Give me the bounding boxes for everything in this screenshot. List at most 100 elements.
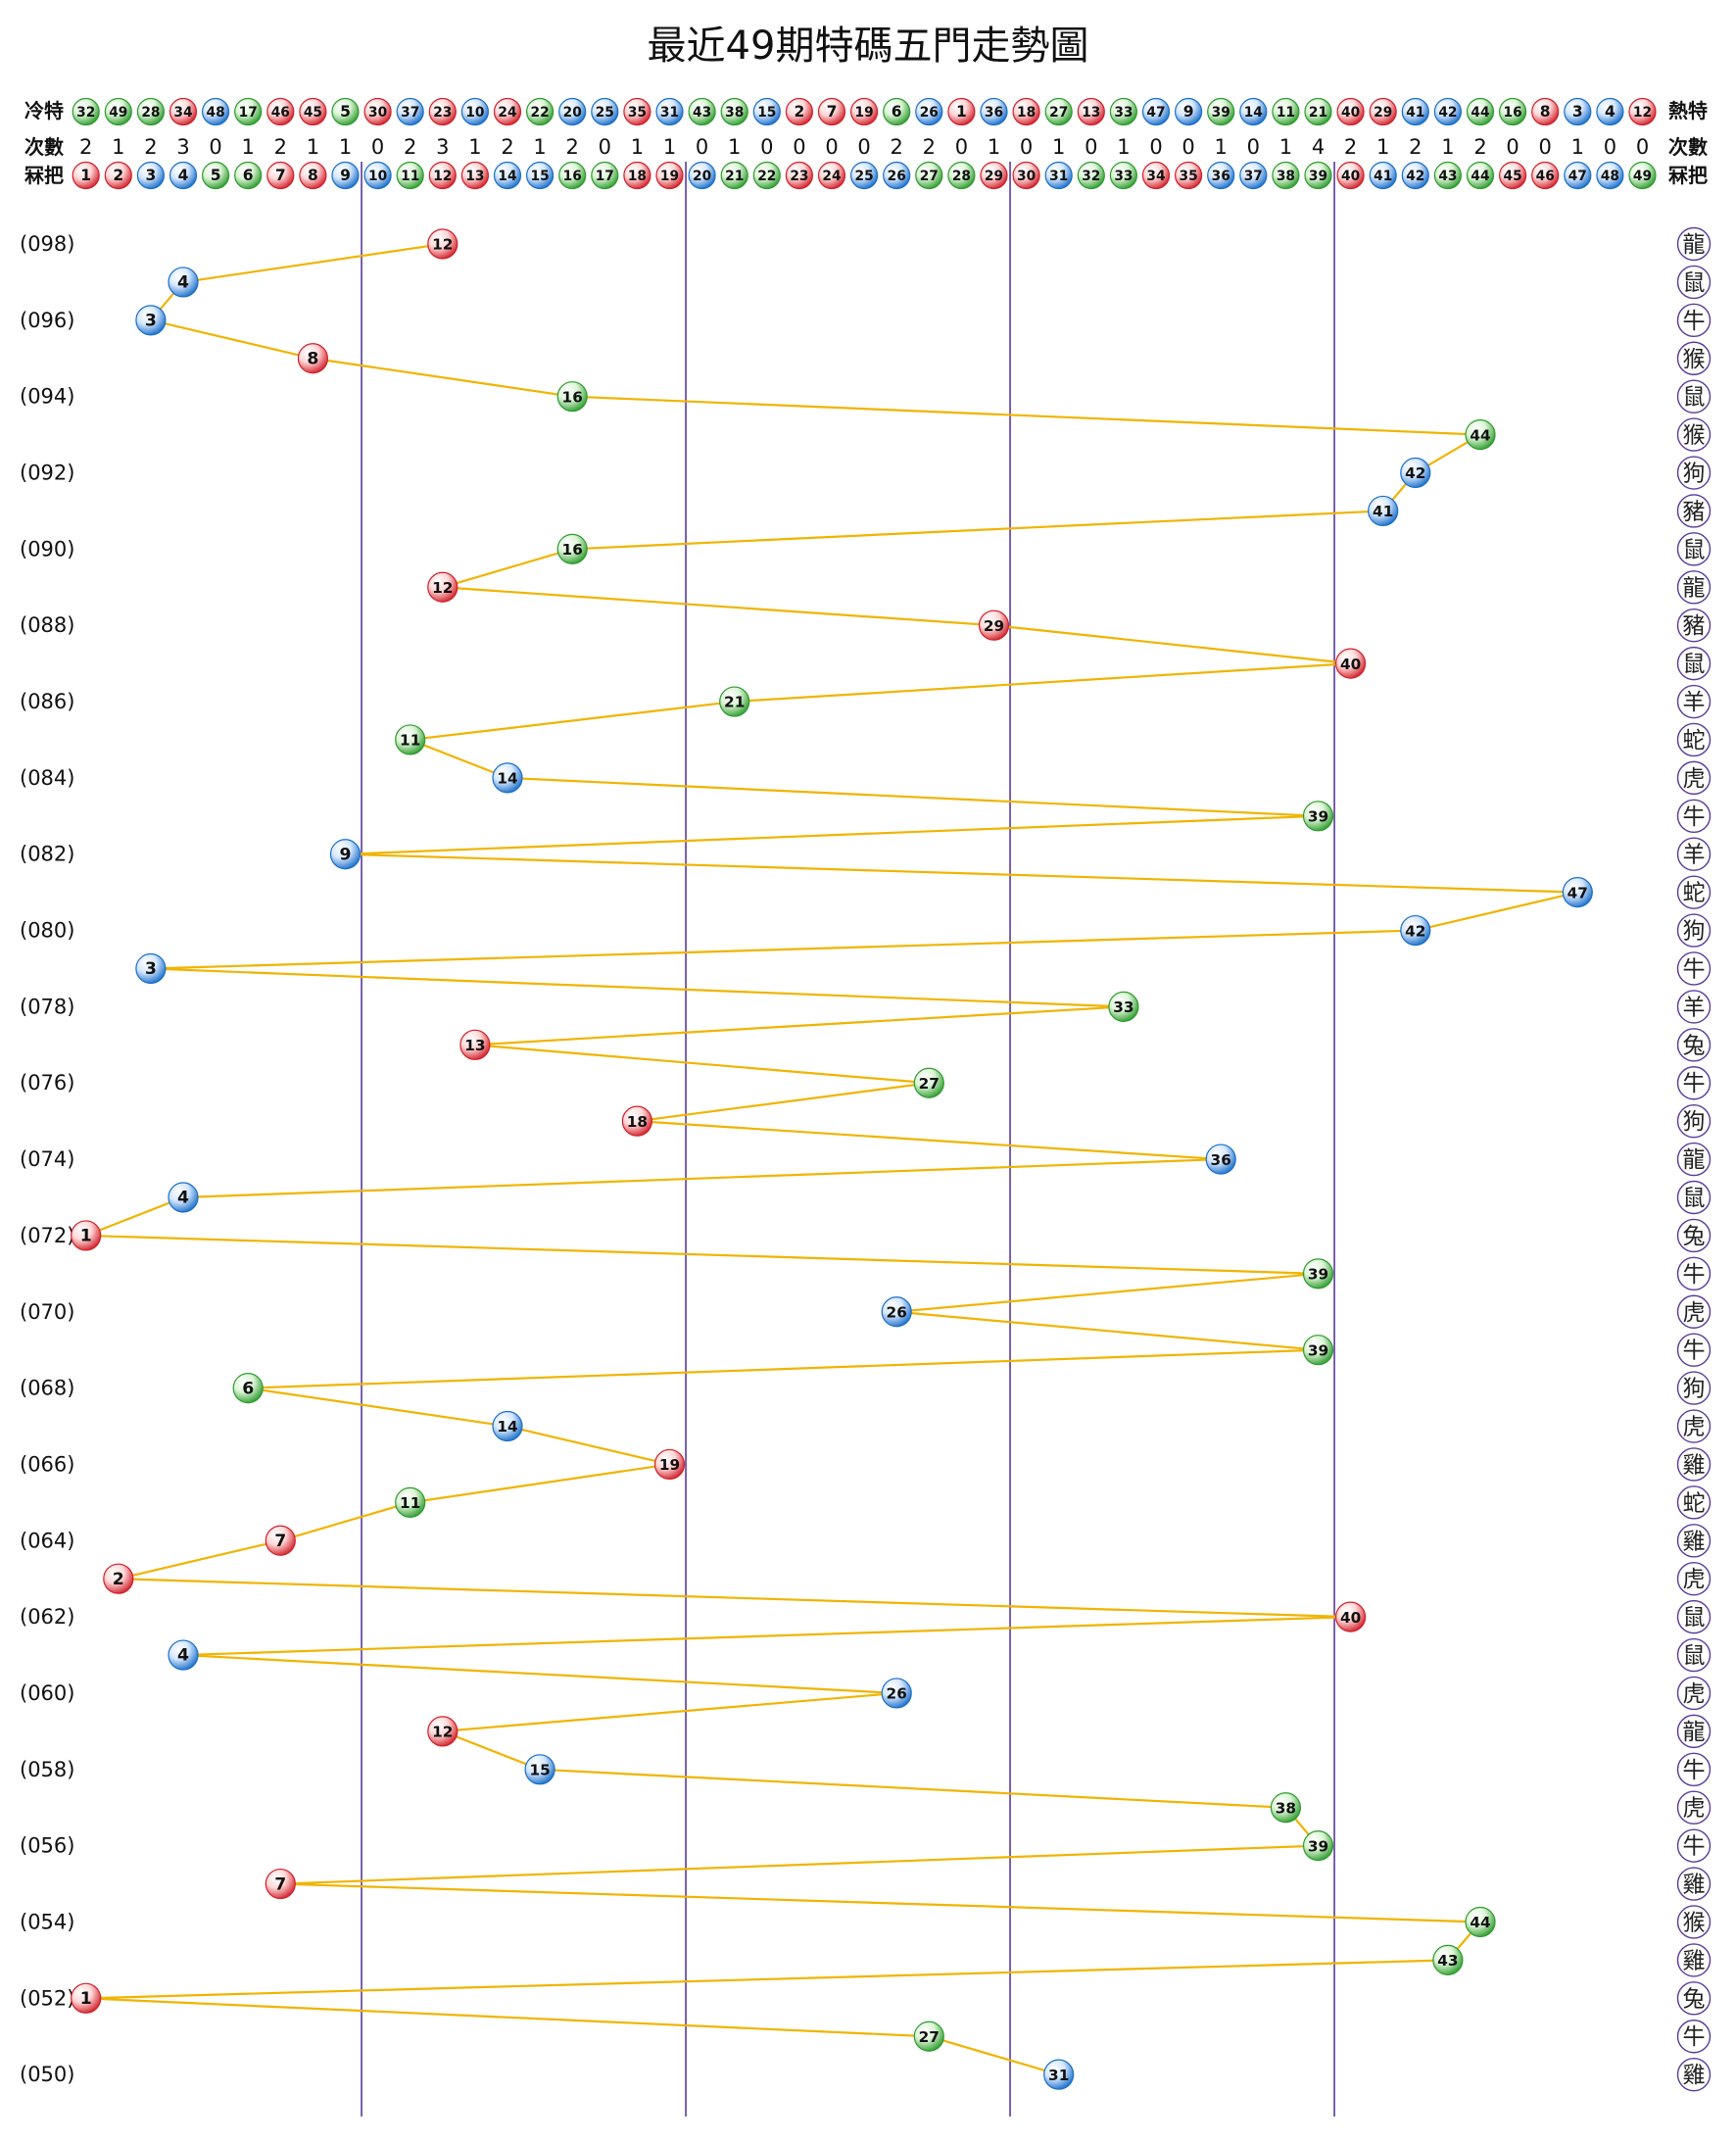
count-value: 2 <box>1344 135 1357 159</box>
ball-number: 12 <box>432 579 453 597</box>
zodiac-ring <box>1676 1371 1712 1405</box>
number-header-ball: 28 <box>947 161 976 190</box>
number-header-ball: 10 <box>363 161 392 190</box>
ball-number: 36 <box>985 105 1003 121</box>
hot-cold-ball: 43 <box>688 97 716 126</box>
period-label: (070) <box>20 1300 74 1324</box>
ball-number: 23 <box>790 169 808 184</box>
count-value: 1 <box>663 135 676 159</box>
count-value: 3 <box>176 135 189 159</box>
count-value: 1 <box>1376 135 1389 159</box>
zodiac-badge: 虎 <box>1676 1294 1712 1329</box>
ball-number: 28 <box>952 169 971 184</box>
ball-circle <box>459 1029 491 1060</box>
zodiac-char: 雞 <box>1683 1873 1706 1898</box>
ball-number: 38 <box>1277 169 1295 184</box>
zodiac-badge: 鼠 <box>1676 379 1712 414</box>
zodiac-badge: 蛇 <box>1676 1485 1712 1520</box>
ball-number: 33 <box>1114 169 1133 184</box>
chart-title: 最近49期特碼五門走勢圖 <box>647 24 1089 69</box>
zodiac-char: 虎 <box>1683 1796 1706 1822</box>
special-number-ball: 3 <box>135 952 167 985</box>
ball-circle <box>136 97 165 126</box>
ball-circle <box>1465 1906 1496 1938</box>
zodiac-badge: 豬 <box>1676 494 1712 528</box>
hot-cold-ball: 11 <box>1272 97 1300 126</box>
ball-number: 37 <box>1244 169 1263 184</box>
hot-cold-ball: 25 <box>591 97 619 126</box>
hot-cold-ball: 44 <box>1466 97 1495 126</box>
zodiac-char: 狗 <box>1683 1377 1706 1402</box>
zodiac-ring <box>1676 837 1712 871</box>
number-header-ball: 32 <box>1077 161 1105 190</box>
ball-circle <box>427 571 458 603</box>
ball-circle <box>427 228 458 260</box>
hot-cold-ball: 7 <box>817 97 846 126</box>
hot-cold-ball: 22 <box>525 97 555 126</box>
ball-circle <box>168 1182 199 1213</box>
zodiac-char: 兔 <box>1683 1033 1706 1058</box>
ball-number: 30 <box>1017 169 1036 184</box>
ball-number: 8 <box>308 167 318 184</box>
ball-number: 37 <box>401 105 419 121</box>
number-header-ball: 4 <box>169 161 198 190</box>
hot-cold-ball: 15 <box>752 97 781 126</box>
count-value: 1 <box>1571 135 1584 159</box>
ball-circle <box>299 97 327 126</box>
ball-number: 26 <box>888 169 906 184</box>
count-value: 0 <box>1020 135 1033 159</box>
period-label: (074) <box>20 1147 74 1171</box>
ball-number: 25 <box>596 105 614 121</box>
zodiac-badge: 牛 <box>1676 1066 1712 1100</box>
ball-circle <box>1077 161 1105 190</box>
hot-cold-ball: 48 <box>202 97 230 126</box>
ball-circle <box>1272 97 1300 126</box>
count-value: 2 <box>274 135 287 159</box>
number-header-ball: 19 <box>655 161 684 190</box>
count-value: 2 <box>923 135 936 159</box>
zodiac-ring <box>1676 1103 1712 1139</box>
ball-number: 23 <box>433 105 452 121</box>
ball-number: 21 <box>725 169 744 184</box>
trend-segment <box>410 1463 670 1504</box>
trend-segment <box>118 1539 281 1581</box>
zodiac-ring <box>1676 1905 1712 1939</box>
special-number-ball: 4 <box>168 1639 199 1671</box>
zodiac-badge: 鼠 <box>1676 532 1712 566</box>
zodiac-char: 兔 <box>1683 1224 1706 1249</box>
zodiac-badge: 雞 <box>1676 1943 1712 1977</box>
ball-circle <box>1108 991 1139 1023</box>
ball-circle <box>913 2020 944 2052</box>
special-number-ball: 39 <box>1302 1258 1334 1290</box>
special-number-ball: 12 <box>427 1716 458 1747</box>
zodiac-char: 猴 <box>1683 347 1706 372</box>
ball-circle <box>202 161 230 190</box>
ball-number: 19 <box>855 105 874 121</box>
hot-cold-ball: 26 <box>915 97 943 126</box>
zodiac-badge: 牛 <box>1676 799 1712 833</box>
number-header-ball: 43 <box>1433 161 1463 190</box>
trend-segment <box>474 1005 1124 1047</box>
count-value: 0 <box>371 135 384 159</box>
hot-cold-ball: 28 <box>136 97 165 126</box>
ball-circle <box>169 161 198 190</box>
hot-cold-ball: 34 <box>169 97 198 126</box>
ball-circle <box>1433 97 1463 126</box>
number-header-ball: 45 <box>1498 161 1527 190</box>
ball-circle <box>1239 97 1268 126</box>
ball-circle <box>655 161 684 190</box>
ball-circle <box>1465 419 1496 451</box>
ball-circle <box>1400 914 1431 947</box>
ball-number: 8 <box>307 349 318 368</box>
trend-segment <box>279 1501 411 1542</box>
ball-number: 2 <box>113 1570 124 1589</box>
hot-cold-ball: 40 <box>1336 97 1365 126</box>
period-label: (092) <box>20 462 74 485</box>
trend-segment <box>506 776 1319 817</box>
ball-circle <box>363 161 392 190</box>
period-label: (056) <box>20 1834 74 1858</box>
ball-circle <box>1334 1601 1367 1632</box>
ball-number: 21 <box>724 694 745 711</box>
hot-cold-ball: 31 <box>655 97 684 126</box>
ball-circle <box>169 97 198 126</box>
